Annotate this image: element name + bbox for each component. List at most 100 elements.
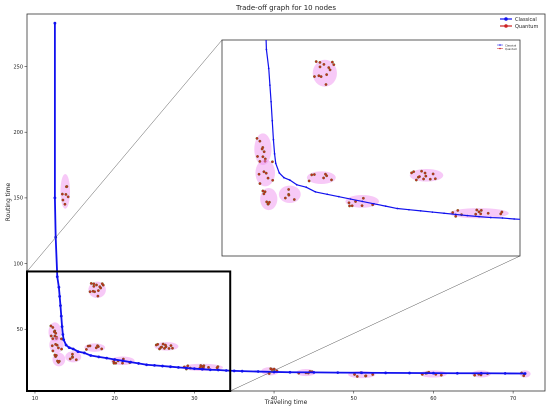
classical-point (59, 304, 62, 308)
y-tick-label: 50 (17, 327, 23, 333)
quantum-point (310, 173, 314, 177)
quantum-point (330, 178, 333, 182)
x-tick-label: 70 (510, 396, 516, 402)
quantum-point (313, 75, 316, 78)
legend-label-classical: Classical (515, 17, 537, 23)
quantum-point (479, 208, 483, 212)
classical-point (53, 21, 57, 25)
x-axis-label: Traveling time (264, 399, 308, 406)
quantum-point (64, 185, 68, 189)
quantum-point (100, 347, 104, 351)
quantum-point (89, 281, 93, 285)
classical-point (373, 202, 375, 205)
quantum-point (325, 73, 329, 77)
classical-point (478, 215, 480, 218)
classical-point (288, 370, 292, 374)
quantum-point (475, 208, 479, 212)
quantum-point (96, 289, 100, 293)
classical-point (454, 213, 457, 216)
quantum-point (262, 192, 266, 196)
classical-point (479, 371, 483, 375)
quantum-point (54, 331, 58, 335)
inset-legend-label-classical: Classical (505, 43, 517, 47)
zoom-region-box (26, 270, 232, 392)
quantum-point (424, 174, 428, 178)
inset-plot: Classical Quantum (221, 39, 521, 257)
classical-point (64, 343, 68, 347)
quantum-point (60, 347, 63, 351)
classical-point (121, 359, 125, 363)
classical-point (53, 196, 57, 200)
quantum-point (95, 283, 98, 287)
classical-point (97, 355, 101, 359)
quantum-point (439, 373, 443, 377)
classical-point (274, 162, 277, 165)
x-tick-label: 20 (111, 396, 117, 402)
classical-point (71, 347, 75, 351)
quantum-point (317, 74, 321, 78)
x-axis-ticks: 10 20 30 40 50 60 70 (32, 391, 516, 402)
quantum-point (171, 346, 174, 350)
quantum-point (431, 172, 435, 176)
quantum-point (51, 337, 55, 341)
classical-point (384, 371, 388, 375)
x-tick-label: 60 (430, 396, 436, 402)
classical-point (361, 200, 364, 203)
quantum-point (412, 170, 416, 174)
classical-point (105, 356, 109, 360)
quantum-point (71, 352, 74, 356)
quantum-point (418, 175, 421, 179)
classical-point (129, 360, 133, 364)
quantum-point (258, 139, 262, 143)
quantum-point (420, 169, 423, 173)
classical-point (295, 183, 298, 186)
quantum-point (360, 204, 364, 208)
legend: Classical Quantum (500, 17, 538, 30)
classical-point (62, 338, 66, 342)
classical-series-inset (265, 40, 520, 220)
classical-point (312, 370, 316, 374)
quantum-point (292, 198, 296, 201)
legend-marker-quantum (504, 24, 508, 28)
quantum-point (433, 177, 437, 181)
quantum-point (215, 366, 219, 370)
quantum-point (263, 157, 267, 161)
quantum-point (158, 347, 161, 351)
classical-point (153, 363, 156, 367)
classical-point (419, 210, 422, 212)
classical-point (283, 176, 285, 179)
quantum-point (348, 204, 351, 208)
quantum-point (55, 335, 58, 339)
classical-point (513, 218, 516, 220)
classical-point (272, 370, 276, 374)
x-tick-label: 50 (351, 396, 357, 402)
classical-point (113, 358, 117, 361)
classical-point (60, 325, 64, 329)
quantum-series-inset (254, 59, 509, 219)
quantum-point (522, 374, 526, 378)
quantum-point (96, 294, 100, 298)
quantum-point (263, 190, 267, 194)
classical-point (267, 67, 270, 70)
classical-point (265, 48, 268, 51)
quantum-point (74, 358, 78, 362)
classical-point (314, 191, 317, 193)
classical-point (208, 368, 212, 372)
quantum-point (51, 349, 55, 353)
quantum-point (68, 357, 72, 361)
classical-point (408, 371, 411, 375)
quantum-point (364, 374, 368, 378)
quantum-point (256, 155, 259, 158)
quantum-point (266, 202, 270, 206)
quantum-point (160, 345, 164, 349)
quantum-point (50, 344, 54, 348)
x-tick-label: 30 (191, 396, 197, 402)
quantum-point (84, 348, 88, 351)
classical-point (305, 186, 308, 189)
classical-point (240, 369, 244, 373)
quantum-point (169, 344, 173, 348)
quantum-point (92, 282, 96, 286)
quantum-point (422, 177, 425, 181)
classical-point (59, 314, 63, 318)
quantum-point (91, 289, 95, 293)
